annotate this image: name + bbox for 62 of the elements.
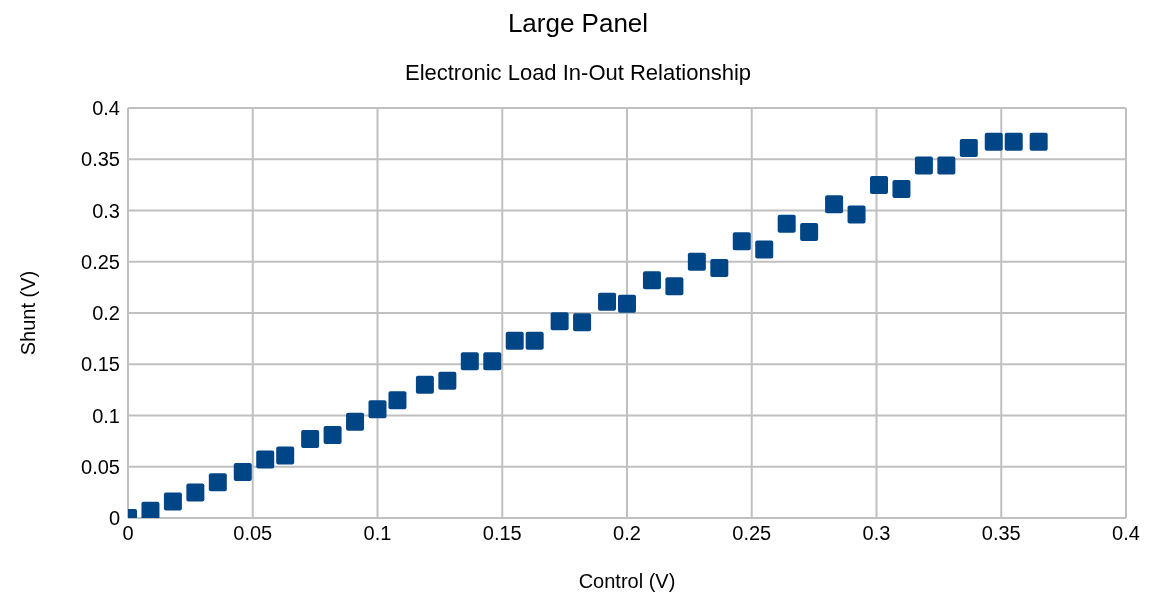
point xyxy=(525,331,544,350)
point xyxy=(1029,132,1048,151)
chart-subtitle: Electronic Load In-Out Relationship xyxy=(403,59,753,87)
y-tick-label: 0.15 xyxy=(81,353,120,376)
x-tick-label: 0.35 xyxy=(981,522,1021,545)
x-tick-label: 0.15 xyxy=(482,522,522,545)
x-tick-label: 0.3 xyxy=(862,522,891,545)
point xyxy=(665,277,684,296)
point xyxy=(483,352,502,371)
y-tick-label: 0.25 xyxy=(81,250,120,273)
y-tick-label: 0.05 xyxy=(81,455,120,478)
x-tick-label: 0 xyxy=(122,522,134,545)
y-tick-label: 0.4 xyxy=(92,97,120,120)
x-tick-label: 0.1 xyxy=(363,522,392,545)
point xyxy=(301,430,320,449)
y-axis-title: Shunt (V) xyxy=(17,270,40,356)
point xyxy=(233,462,252,481)
point xyxy=(276,446,295,465)
y-tick-label: 0.2 xyxy=(92,302,120,325)
point xyxy=(984,132,1003,151)
point xyxy=(800,223,819,242)
point xyxy=(550,312,569,331)
point xyxy=(460,352,479,371)
point xyxy=(505,331,524,350)
point xyxy=(388,391,407,410)
point xyxy=(914,156,933,175)
point xyxy=(870,175,888,194)
point xyxy=(415,375,434,394)
point xyxy=(163,492,182,511)
point xyxy=(186,483,205,502)
point xyxy=(732,232,751,251)
point xyxy=(755,240,774,259)
point xyxy=(937,156,956,175)
y-tick-label: 0 xyxy=(108,507,120,530)
point xyxy=(598,292,617,311)
point xyxy=(346,412,365,431)
chart-title: Large Panel xyxy=(506,8,650,40)
y-tick-label: 0.35 xyxy=(81,148,120,171)
point xyxy=(573,313,592,332)
point xyxy=(959,138,978,157)
x-tick-label: 0.2 xyxy=(613,522,641,545)
point xyxy=(892,179,911,198)
point xyxy=(825,195,844,214)
point xyxy=(208,473,227,492)
point xyxy=(710,258,729,277)
point xyxy=(687,252,706,271)
x-tick-label: 0.25 xyxy=(732,522,772,545)
x-tick-label: 0.05 xyxy=(233,522,273,545)
point xyxy=(618,294,636,313)
point xyxy=(847,205,866,224)
point xyxy=(368,400,387,419)
x-tick-label: 0.4 xyxy=(1112,522,1140,545)
x-axis-title: Control (V) xyxy=(578,570,676,592)
y-tick-label: 0.1 xyxy=(92,404,120,427)
point xyxy=(141,501,160,518)
point xyxy=(256,450,275,469)
point xyxy=(323,425,342,444)
point xyxy=(642,271,661,290)
point xyxy=(1004,132,1023,151)
y-tick-label: 0.3 xyxy=(92,199,120,222)
point xyxy=(777,214,796,233)
point xyxy=(438,371,457,390)
